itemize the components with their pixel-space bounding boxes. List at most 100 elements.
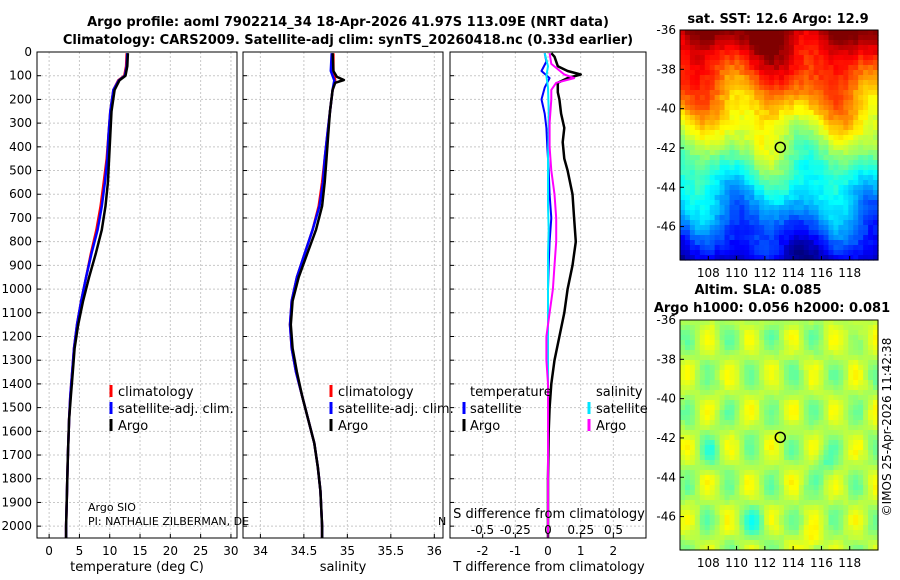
map-cell <box>838 545 844 551</box>
map-cell <box>843 385 849 391</box>
map-cell <box>828 215 835 221</box>
map-cell <box>823 530 830 536</box>
map-cell <box>734 80 740 86</box>
map-cell <box>808 55 815 61</box>
map-cell <box>868 385 874 391</box>
map-cell <box>793 365 800 371</box>
map-cell <box>729 215 736 221</box>
map-cell <box>798 180 805 186</box>
map-cell <box>774 45 780 51</box>
map-cell <box>719 85 726 91</box>
map-cell <box>828 320 835 326</box>
map-cell <box>828 540 835 546</box>
map-cell <box>808 175 815 181</box>
map-cell <box>863 410 869 416</box>
map-cell <box>803 395 810 401</box>
map-cell <box>714 50 721 56</box>
map-cell <box>739 235 745 241</box>
map-cell <box>793 220 800 226</box>
map-cell <box>833 240 839 246</box>
map-cell <box>863 390 869 396</box>
map-cell <box>684 435 691 441</box>
map-cell <box>803 115 810 121</box>
map-cell <box>838 400 844 406</box>
map-cell <box>813 455 820 461</box>
map-cell <box>694 220 701 226</box>
map-cell <box>803 330 810 336</box>
map-cell <box>704 125 711 131</box>
map-cell <box>873 400 879 406</box>
map-cell <box>843 230 849 236</box>
map-cell <box>769 380 775 386</box>
map-cell <box>863 360 869 366</box>
map-cell <box>868 420 874 426</box>
map-cell <box>680 190 686 196</box>
map-cell <box>709 490 716 496</box>
map-cell <box>680 100 686 106</box>
map-cell <box>798 170 805 176</box>
map-cell <box>764 100 770 106</box>
map-cell <box>724 210 731 216</box>
map-cell <box>843 365 849 371</box>
map-cell <box>719 365 726 371</box>
map-cell <box>828 365 835 371</box>
map-cell <box>858 395 864 401</box>
map-cell <box>704 425 711 431</box>
map-cell <box>788 45 795 51</box>
map-cell <box>684 200 691 206</box>
map-cell <box>863 60 869 66</box>
map-cell <box>719 420 726 426</box>
map-cell <box>873 455 879 461</box>
map-cell <box>823 405 830 411</box>
map-cell <box>724 100 731 106</box>
map-cell <box>853 90 859 96</box>
map-cell <box>788 175 795 181</box>
map-cell <box>749 240 755 246</box>
xtick-label: 35 <box>340 544 355 558</box>
map-cell <box>754 185 760 191</box>
map-cell <box>724 340 731 346</box>
map-cell <box>724 80 731 86</box>
map-cell <box>868 535 874 541</box>
map-cell <box>739 190 745 196</box>
map-cell <box>684 515 691 521</box>
map-cell <box>689 175 696 181</box>
map-cell <box>749 30 755 36</box>
map-cell <box>848 230 854 236</box>
map-cell <box>764 500 770 506</box>
map-cell <box>749 200 755 206</box>
map-cell <box>858 350 864 356</box>
map-cell <box>873 140 879 146</box>
map-cell <box>769 80 775 86</box>
map-cell <box>744 485 750 491</box>
map-cell <box>764 395 770 401</box>
map-cell <box>709 250 716 256</box>
map-cell <box>813 245 820 251</box>
map-cell <box>754 375 760 381</box>
map-cell <box>680 50 686 56</box>
map-cell <box>704 345 711 351</box>
ytick-label: 900 <box>9 258 32 272</box>
map-cell <box>873 115 879 121</box>
map-cell <box>838 70 844 76</box>
map-cell <box>779 465 785 471</box>
map-cell <box>764 480 770 486</box>
map-cell <box>833 230 839 236</box>
map-cell <box>793 170 800 176</box>
map-cell <box>833 415 839 421</box>
map-cell <box>694 105 701 111</box>
map-cell <box>729 195 736 201</box>
map-cell <box>749 185 755 191</box>
map-cell <box>774 165 780 171</box>
map-cell <box>833 235 839 241</box>
map-cell <box>774 365 780 371</box>
map-cell <box>749 430 755 436</box>
map-cell <box>803 425 810 431</box>
map-cell <box>858 355 864 361</box>
map-cell <box>739 510 745 516</box>
map-cell <box>783 415 790 421</box>
map-cell <box>694 515 701 521</box>
map-cell <box>694 185 701 191</box>
map-cell <box>853 345 859 351</box>
map-cell <box>754 415 760 421</box>
